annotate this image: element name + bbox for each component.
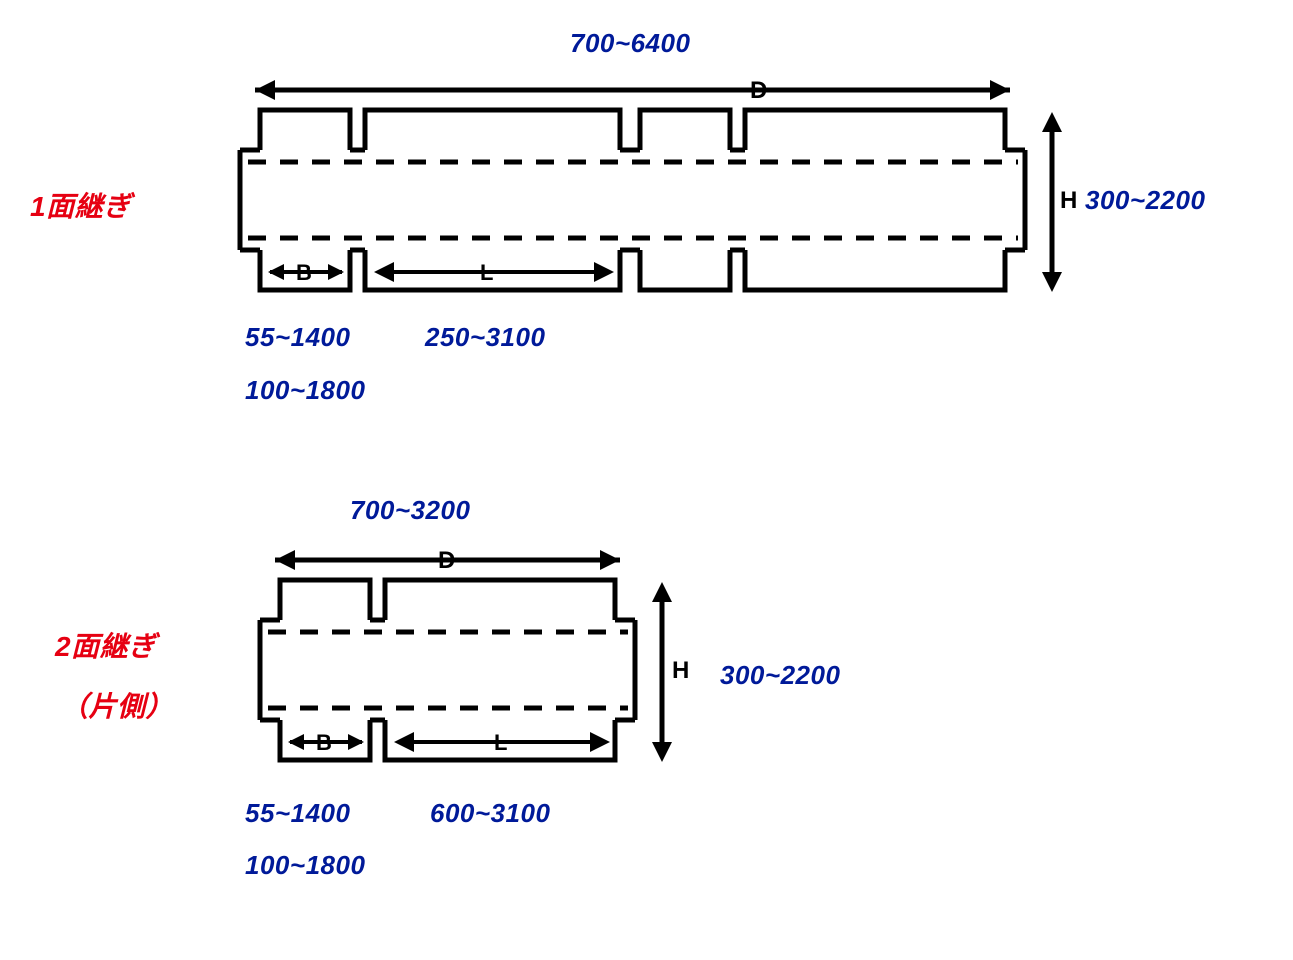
svg-text:L: L xyxy=(494,730,507,755)
svg-text:D: D xyxy=(438,547,455,574)
fig1-diagram: D B xyxy=(0,0,1293,420)
svg-text:B: B xyxy=(316,730,332,755)
svg-text:L: L xyxy=(480,260,493,285)
fig2-diagram: D B L H xyxy=(0,460,1293,960)
svg-text:H: H xyxy=(672,657,689,684)
svg-text:B: B xyxy=(296,260,312,285)
svg-text:H: H xyxy=(1060,187,1077,214)
svg-text:D: D xyxy=(750,77,767,104)
